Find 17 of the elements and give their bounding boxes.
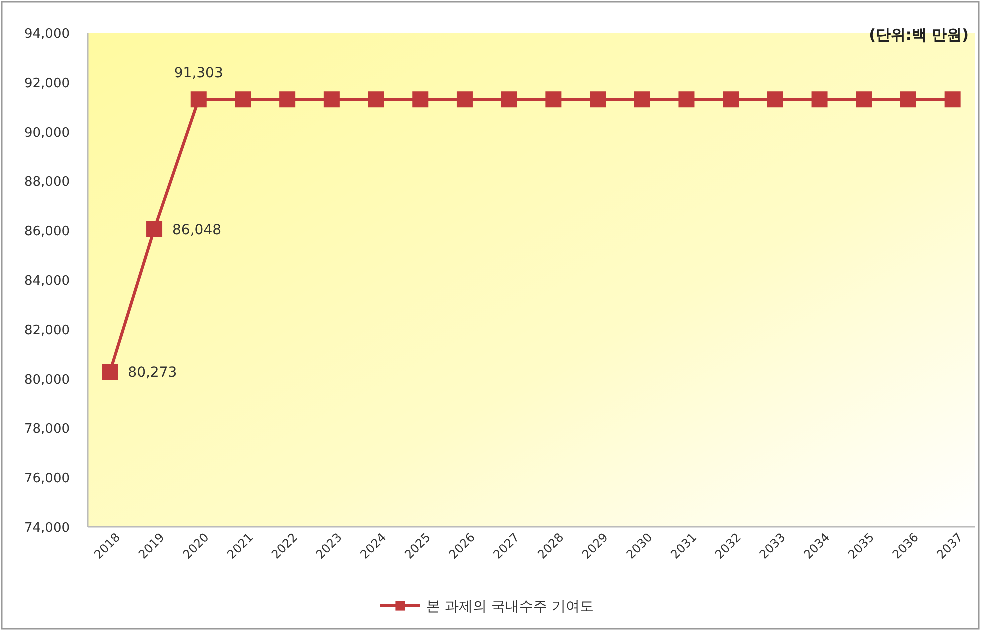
y-tick-label: 90,000 xyxy=(24,126,70,141)
y-tick-label: 92,000 xyxy=(24,76,70,92)
y-tick-label: 80,000 xyxy=(24,372,70,388)
y-tick-label: 94,000 xyxy=(24,27,70,42)
annotation: (단위:백 만원) xyxy=(869,26,969,44)
y-tick-label: 88,000 xyxy=(24,175,70,190)
y-tick-label: 76,000 xyxy=(24,472,70,487)
y-tick-label: 78,000 xyxy=(24,422,70,438)
y-tick-label: 86,000 xyxy=(24,224,70,240)
y-tick-label: 74,000 xyxy=(24,521,70,536)
data-label: 91,303 xyxy=(174,66,224,82)
y-tick-label: 84,000 xyxy=(24,274,70,289)
y-tick-label: 82,000 xyxy=(24,323,70,338)
legend: 본 과제의 국내수주 기여도 xyxy=(380,599,594,615)
data-label: 86,048 xyxy=(172,222,222,238)
legend-label: 본 과제의 국내수주 기여도 xyxy=(426,599,594,615)
data-label: 80,273 xyxy=(128,365,178,382)
